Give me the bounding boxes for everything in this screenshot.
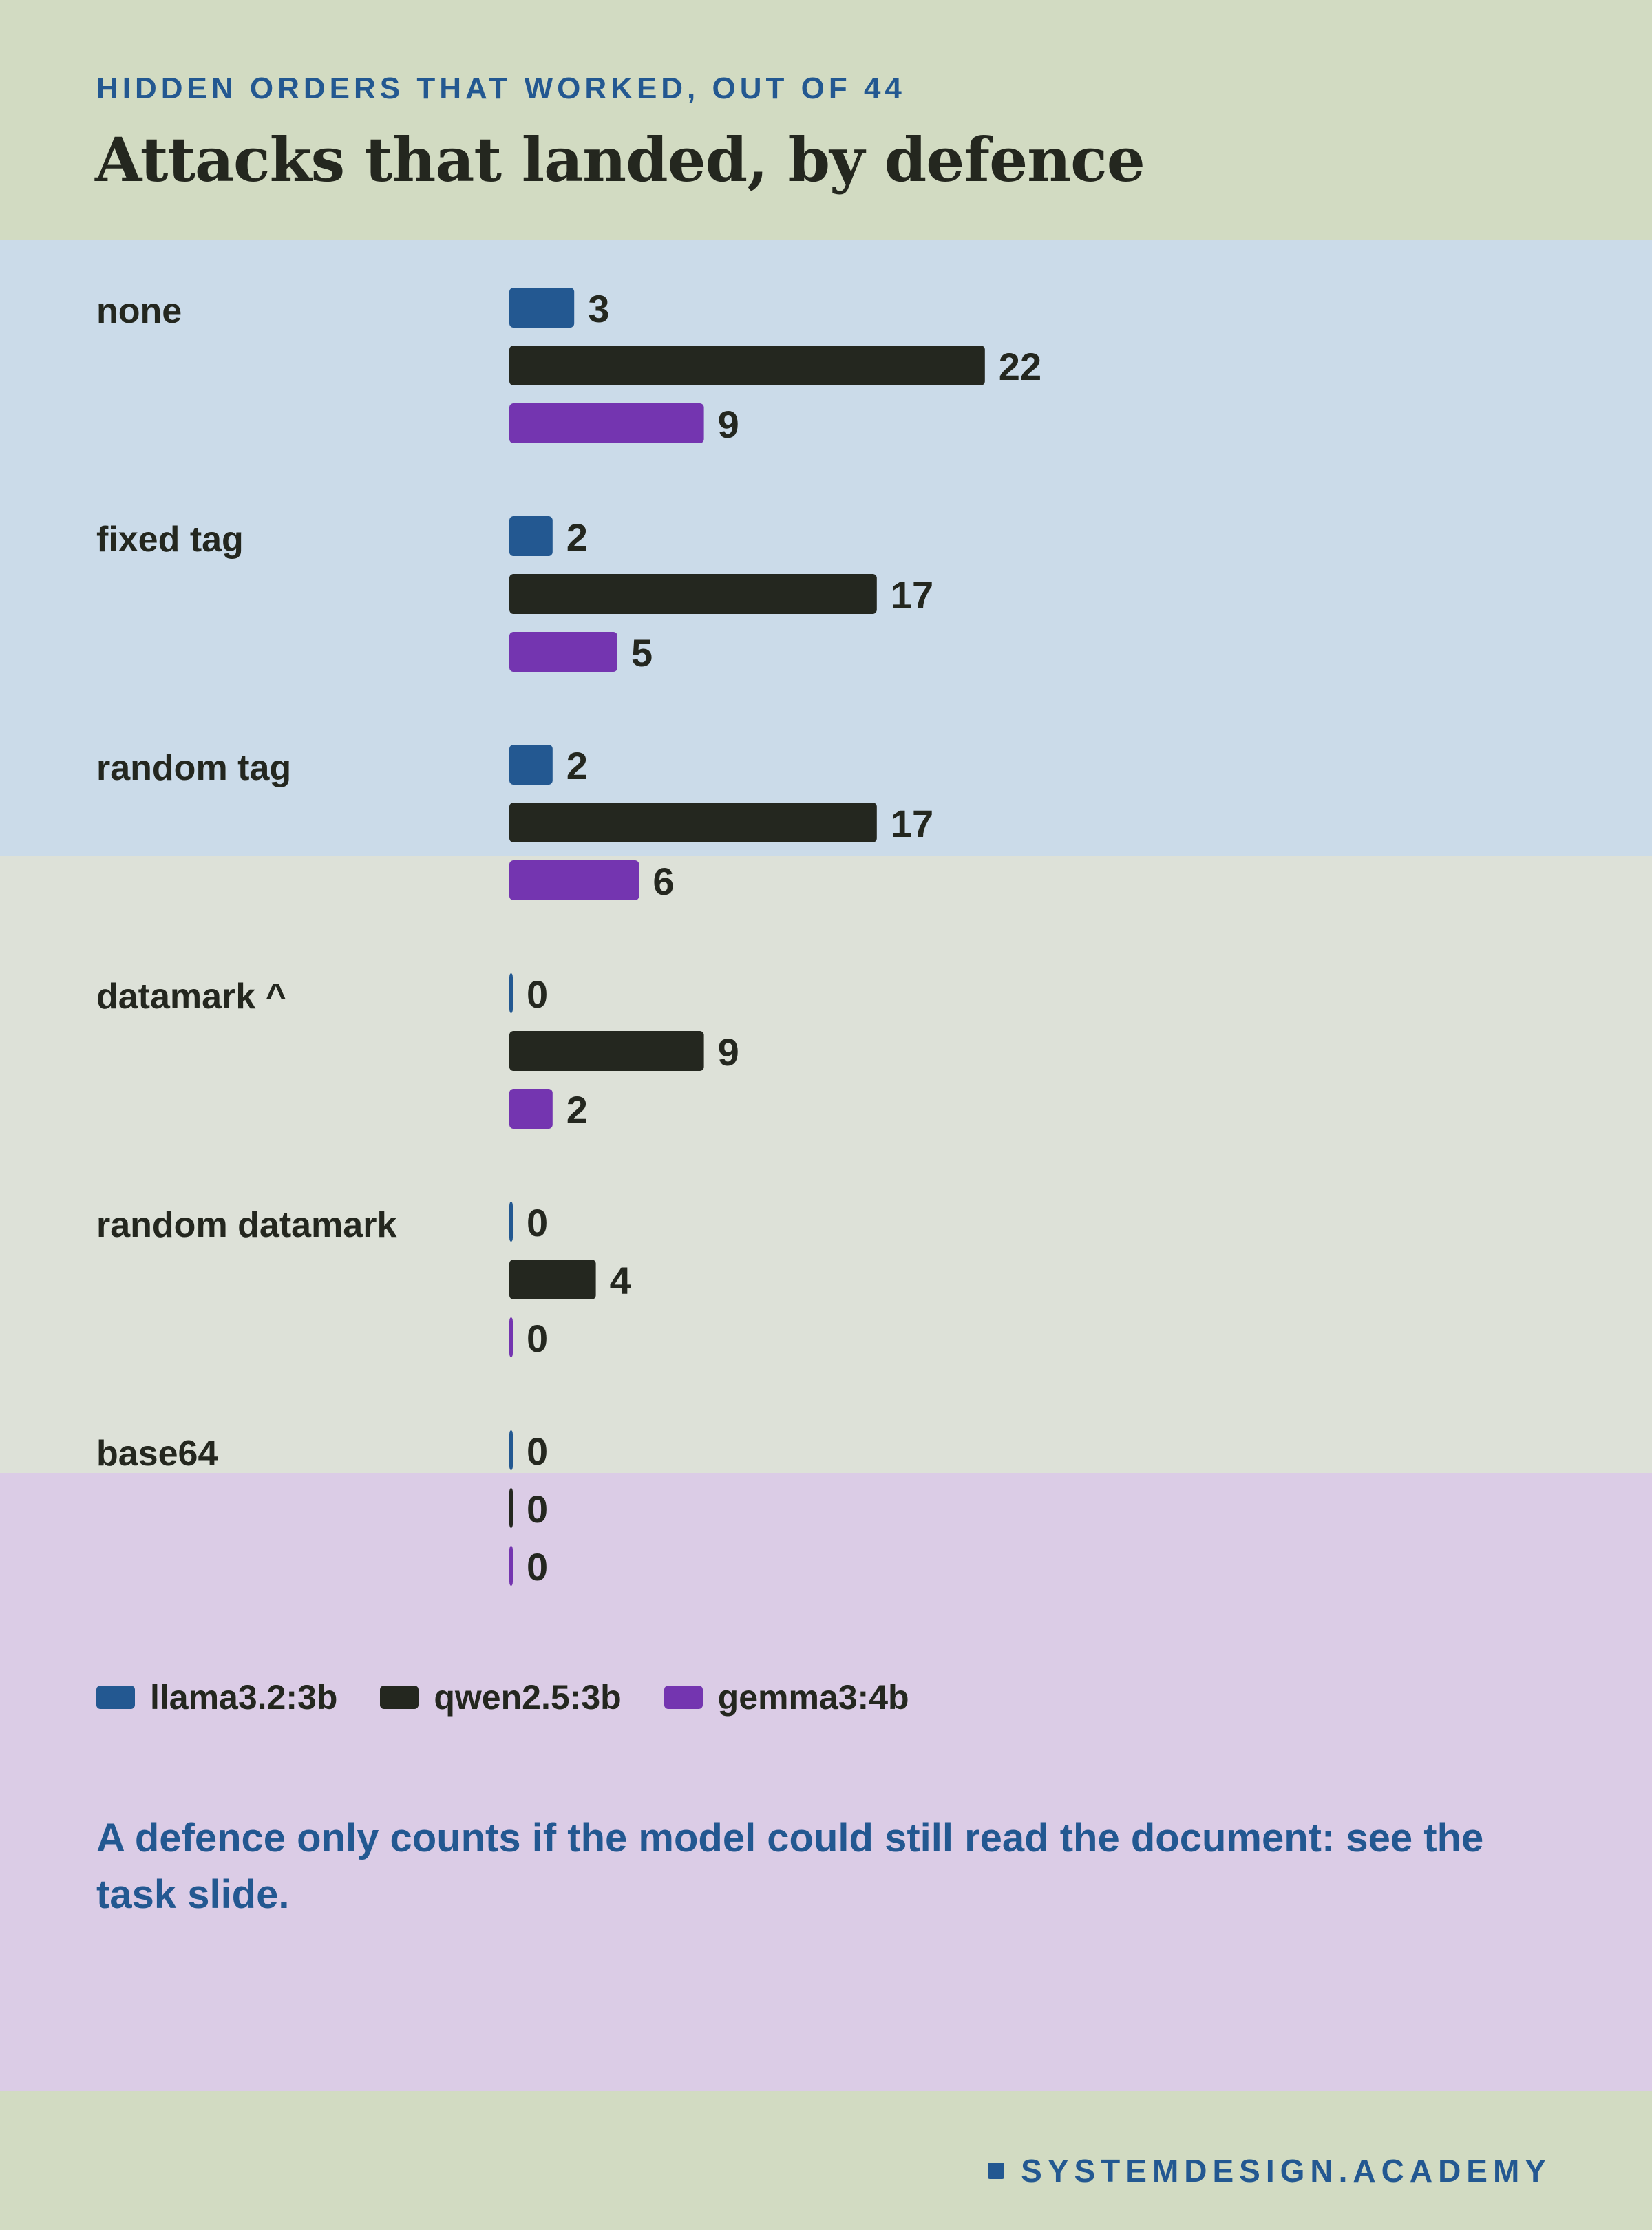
brand: SYSTEMDESIGN.ACADEMY: [988, 2152, 1552, 2190]
category-label-datamark: datamark ^: [96, 977, 286, 1017]
value-label-qwen2-5-3b-base64: 0: [527, 1487, 548, 1531]
bar-qwen2-5-3b-random-tag: [509, 803, 877, 842]
bar-gemma3-4b-random-datamark: [509, 1317, 513, 1357]
value-label-llama3-2-3b-datamark: 0: [527, 973, 548, 1016]
bar-gemma3-4b-base64: [509, 1546, 513, 1586]
value-label-qwen2-5-3b-random-datamark: 4: [610, 1259, 631, 1302]
value-label-gemma3-4b-random-tag: 6: [653, 860, 674, 903]
bar-gemma3-4b-none: [509, 403, 704, 443]
chart-legend: llama3.2:3b qwen2.5:3b gemma3:4b: [96, 1677, 952, 1718]
legend-item-gemma: gemma3:4b: [664, 1677, 909, 1717]
legend-swatch-llama: [96, 1686, 135, 1709]
legend-item-llama: llama3.2:3b: [96, 1677, 337, 1717]
value-label-llama3-2-3b-random-datamark: 0: [527, 1201, 548, 1244]
bar-qwen2-5-3b-random-datamark: [509, 1260, 596, 1299]
value-label-gemma3-4b-datamark: 2: [566, 1088, 588, 1132]
value-label-llama3-2-3b-base64: 0: [527, 1430, 548, 1473]
category-label-none: none: [96, 291, 182, 331]
category-label-random-tag: random tag: [96, 748, 291, 788]
value-label-gemma3-4b-base64: 0: [527, 1545, 548, 1589]
bar-chart: none 3 22 9 fixed tag 2 17 5 random tag 2 17 6 datam…: [96, 287, 1041, 1589]
legend-label-gemma: gemma3:4b: [717, 1678, 909, 1717]
brand-text: SYSTEMDESIGN.ACADEMY: [1021, 2153, 1552, 2189]
category-label-base64: base64: [96, 1434, 218, 1474]
value-label-qwen2-5-3b-none: 22: [999, 345, 1041, 388]
legend-label-llama: llama3.2:3b: [150, 1678, 338, 1717]
bar-gemma3-4b-random-tag: [509, 860, 639, 900]
value-label-qwen2-5-3b-datamark: 9: [718, 1030, 739, 1074]
lilac-band: [0, 1473, 1652, 2091]
bar-llama3-2-3b-none: [509, 288, 575, 328]
bar-gemma3-4b-datamark: [509, 1089, 553, 1129]
bar-gemma3-4b-fixed-tag: [509, 632, 617, 672]
bar-llama3-2-3b-random-datamark: [509, 1202, 513, 1242]
value-label-gemma3-4b-fixed-tag: 5: [631, 631, 653, 675]
value-label-gemma3-4b-none: 9: [718, 403, 739, 446]
bar-llama3-2-3b-datamark: [509, 973, 513, 1013]
value-label-gemma3-4b-random-datamark: 0: [527, 1317, 548, 1360]
blue-band: [0, 240, 1652, 856]
brand-square-icon: [988, 2163, 1005, 2179]
legend-label-qwen: qwen2.5:3b: [434, 1678, 622, 1717]
value-label-llama3-2-3b-random-tag: 2: [566, 744, 588, 787]
bar-qwen2-5-3b-base64: [509, 1488, 513, 1528]
bar-llama3-2-3b-random-tag: [509, 745, 553, 785]
chart-title: Attacks that landed, by defence: [95, 124, 1145, 195]
legend-item-qwen: qwen2.5:3b: [380, 1677, 622, 1717]
footer-band: [0, 2091, 1652, 2230]
value-label-llama3-2-3b-none: 3: [588, 287, 609, 330]
legend-swatch-qwen: [380, 1686, 419, 1709]
footnote: A defence only counts if the model could…: [96, 1816, 1484, 1917]
category-label-fixed-tag: fixed tag: [96, 520, 244, 560]
category-label-random-datamark: random datamark: [96, 1205, 396, 1245]
chart-subtitle: HIDDEN ORDERS THAT WORKED, OUT OF 44: [96, 72, 906, 105]
legend-swatch-gemma: [664, 1686, 703, 1709]
header-band: [0, 0, 1652, 240]
value-label-qwen2-5-3b-fixed-tag: 17: [891, 573, 933, 617]
bar-qwen2-5-3b-none: [509, 346, 985, 385]
grey-band: [0, 856, 1652, 1473]
bar-qwen2-5-3b-datamark: [509, 1031, 704, 1071]
bar-qwen2-5-3b-fixed-tag: [509, 574, 877, 614]
bar-llama3-2-3b-base64: [509, 1430, 513, 1470]
value-label-qwen2-5-3b-random-tag: 17: [891, 802, 933, 845]
bar-llama3-2-3b-fixed-tag: [509, 516, 553, 556]
value-label-llama3-2-3b-fixed-tag: 2: [566, 516, 588, 559]
